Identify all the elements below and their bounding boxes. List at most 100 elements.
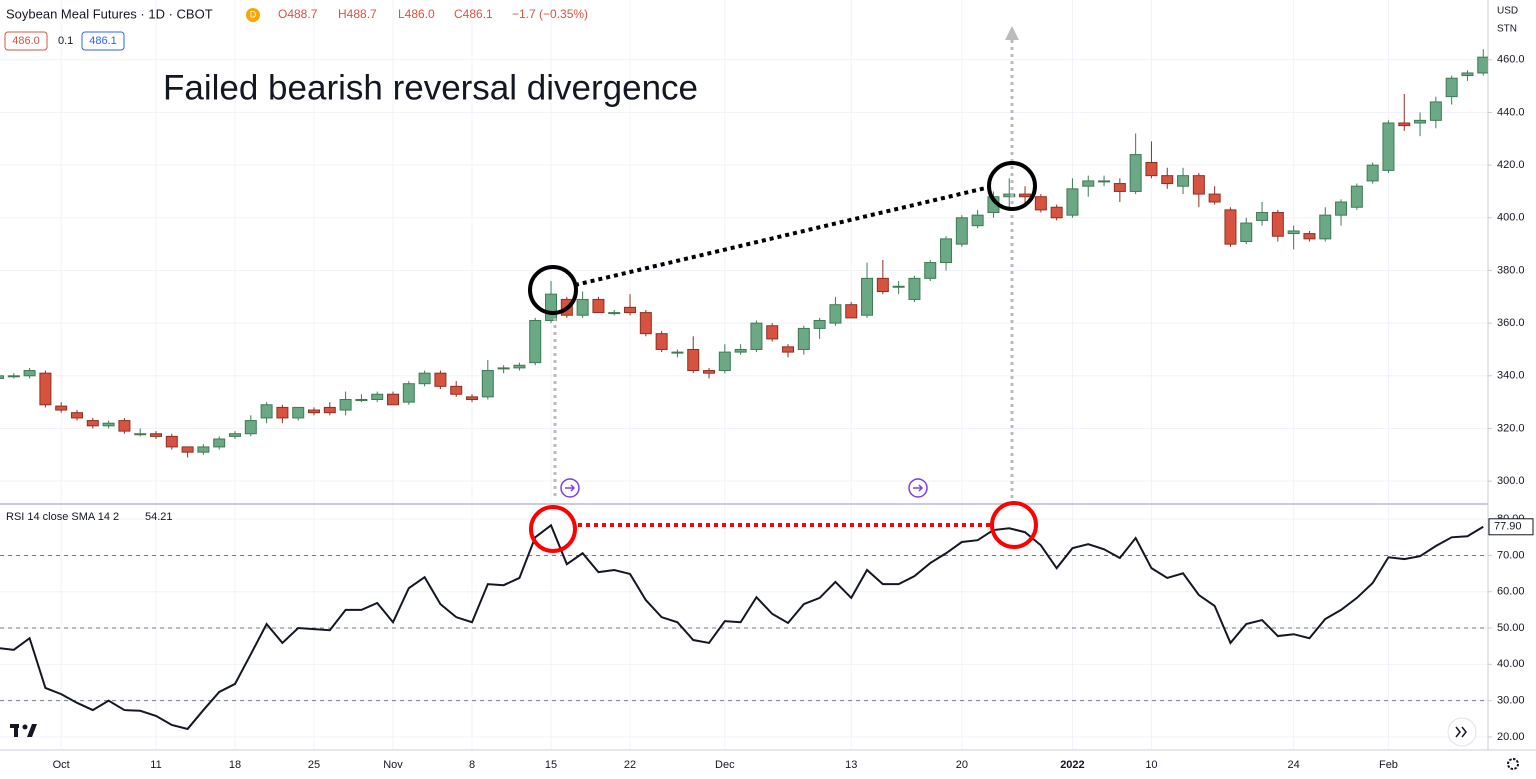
candle-body — [134, 433, 147, 436]
candle-body — [639, 312, 652, 335]
candle-body — [545, 293, 558, 321]
grid — [0, 0, 1488, 750]
y-tick-label: 400.0 — [1497, 212, 1525, 224]
ask: 486.1 — [89, 35, 117, 47]
candle-body — [1113, 183, 1126, 192]
candle-body — [576, 298, 589, 316]
spread: 0.1 — [58, 35, 73, 47]
x-tick-label: 8 — [469, 759, 475, 771]
x-tick-label: 15 — [545, 759, 557, 771]
candle-body — [1224, 209, 1237, 245]
y-tick-label: 380.0 — [1497, 264, 1525, 276]
candle-body — [339, 399, 352, 411]
candle-body — [671, 351, 684, 354]
candle-body — [1050, 206, 1063, 219]
last-value-label: 77.90 — [1494, 521, 1522, 533]
candle-body — [624, 306, 637, 314]
y-tick-label: 460.0 — [1497, 54, 1525, 66]
candle-body — [1034, 196, 1047, 211]
y-tick-label: 340.0 — [1497, 370, 1525, 382]
candle-body — [229, 433, 242, 437]
price-pane — [0, 49, 1488, 458]
x-tick-label: 25 — [308, 759, 320, 771]
candle-body — [750, 322, 763, 350]
candle-body — [1303, 233, 1316, 240]
symbol[interactable]: Soybean Meal Futures · 1D · CBOT — [6, 6, 213, 21]
candle-body — [355, 399, 368, 402]
candle-body — [1240, 222, 1253, 242]
currency[interactable]: USD — [1497, 6, 1518, 17]
candle-body — [387, 393, 400, 406]
candle-body — [481, 370, 494, 398]
candle-body — [703, 370, 716, 374]
candle-body — [197, 446, 210, 453]
candle-body — [829, 304, 842, 324]
candle-body — [513, 364, 526, 369]
candle-body — [276, 406, 289, 419]
candle-body — [655, 333, 668, 350]
candle-body — [1208, 193, 1221, 203]
event-icon[interactable] — [560, 478, 580, 498]
candle-body — [1066, 188, 1079, 216]
candle-body — [797, 327, 810, 350]
candle-body — [924, 262, 937, 279]
rsi-line — [0, 523, 1484, 731]
candle-body — [1477, 56, 1488, 74]
x-tick-label: 24 — [1288, 759, 1300, 771]
candle-body — [1256, 212, 1269, 221]
y-tick-label: 420.0 — [1497, 159, 1525, 171]
event-icon[interactable] — [908, 478, 928, 498]
x-tick-label: Dec — [715, 759, 735, 771]
ohlc-high: H488.7 — [338, 7, 377, 21]
settings-button[interactable] — [1507, 758, 1519, 770]
indicator-value: 54.21 — [145, 511, 173, 523]
y-tick-label: 300.0 — [1497, 475, 1525, 487]
bid-box[interactable] — [4, 31, 48, 51]
unit[interactable]: STN — [1497, 24, 1517, 35]
candle-body — [71, 412, 84, 419]
x-tick-label: Nov — [383, 759, 403, 771]
candle-body — [892, 285, 905, 288]
y-tick-label: 360.0 — [1497, 317, 1525, 329]
badge-icon — [246, 8, 260, 22]
ask-box[interactable] — [81, 31, 125, 51]
x-tick-label: Oct — [53, 759, 70, 771]
ohlc-open: O488.7 — [278, 7, 318, 21]
candle-body — [323, 406, 336, 414]
x-tick-label: 11 — [150, 759, 161, 771]
candle-body — [39, 372, 52, 406]
y-tick-label: 40.00 — [1497, 658, 1525, 670]
candle-body — [592, 298, 605, 314]
candle-body — [1192, 175, 1205, 195]
x-tick-label: 13 — [845, 759, 857, 771]
y-tick-label: 50.00 — [1497, 622, 1525, 634]
candle-body — [213, 438, 226, 448]
candle-body — [118, 420, 131, 432]
candle-body — [861, 277, 874, 316]
candle-body — [497, 367, 510, 370]
candle-body — [529, 319, 542, 364]
x-tick-label: 22 — [624, 759, 636, 771]
annotation-circle — [529, 505, 577, 553]
x-tick-label: 2022 — [1060, 759, 1084, 771]
candle-body — [1161, 175, 1174, 185]
candle-body — [165, 435, 178, 448]
ohlc-low: L486.0 — [398, 7, 435, 21]
bid: 486.0 — [12, 35, 40, 47]
candle-body — [102, 422, 115, 427]
axes: Oct 11 18 25 Nov 8 15 22 Dec 13 20 2022 10 24 Feb 300.0… — [53, 54, 1534, 771]
ohlc-change: −1.7 (−0.35%) — [512, 7, 588, 21]
candle-body — [466, 396, 479, 401]
candle-body — [782, 346, 795, 353]
candle-body — [292, 406, 305, 419]
x-tick-label: 20 — [956, 759, 968, 771]
candle-body — [418, 372, 431, 385]
candle-body — [718, 351, 731, 372]
badge: D — [250, 9, 257, 19]
scroll-button[interactable] — [1447, 717, 1477, 747]
candle-body — [1082, 180, 1095, 187]
candle-body — [402, 383, 415, 403]
candle-body — [371, 393, 384, 401]
candle-body — [1129, 154, 1142, 192]
